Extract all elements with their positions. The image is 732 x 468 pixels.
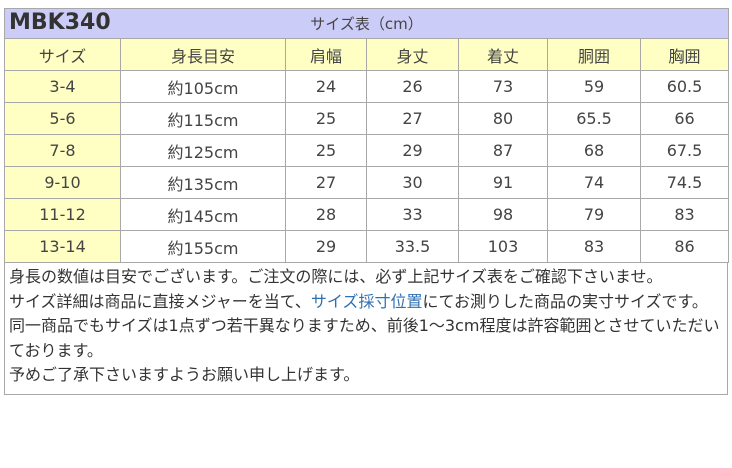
table-row: 3-4 約105cm 24 26 73 59 60.5 (4, 70, 729, 103)
column-header: 身丈 (366, 38, 459, 71)
title-row: MBK340 サイズ表（cm） (4, 8, 729, 39)
size-chart: MBK340 サイズ表（cm） サイズ 身長目安 肩幅 身丈 着丈 胴囲 胸囲 3-4 約105… (4, 8, 729, 395)
note-line: 同一商品でもサイズは1点ずつ若干異なりますため、前後1～3cm程度は許容範囲とさ… (9, 316, 720, 360)
table-cell: 83 (547, 230, 641, 263)
table-cell: 27 (366, 102, 459, 135)
table-cell: 29 (366, 134, 459, 167)
note-line: 身長の数値は目安でございます。ご注文の際には、必ず上記サイズ表をご確認下さいませ… (9, 267, 663, 286)
column-header: サイズ (4, 38, 121, 71)
size-cell: 3-4 (4, 70, 121, 103)
table-cell: 27 (285, 166, 367, 199)
column-header: 胴囲 (547, 38, 641, 71)
note-text: にてお測りした商品の実寸サイズです。 (422, 291, 708, 311)
table-cell: 80 (458, 102, 548, 135)
table-cell: 68 (547, 134, 641, 167)
table-cell: 約155cm (120, 230, 286, 263)
table-cell: 86 (640, 230, 729, 263)
table-cell: 28 (285, 198, 367, 231)
table-cell: 29 (285, 230, 367, 263)
table-cell: 60.5 (640, 70, 729, 103)
column-header: 着丈 (458, 38, 548, 71)
table-cell: 24 (285, 70, 367, 103)
table-cell: 約115cm (120, 102, 286, 135)
table-cell: 33.5 (366, 230, 459, 263)
column-header: 肩幅 (285, 38, 367, 71)
table-cell: 91 (458, 166, 548, 199)
column-header: 身長目安 (120, 38, 286, 71)
note-line: 予めご了承下さいますようお願い申し上げます。 (9, 365, 360, 384)
table-cell: 74.5 (640, 166, 729, 199)
table-cell: 約145cm (120, 198, 286, 231)
table-row: 11-12 約145cm 28 33 98 79 83 (4, 198, 729, 231)
table-cell: 26 (366, 70, 459, 103)
table-cell: 67.5 (640, 134, 729, 167)
table-cell: 約125cm (120, 134, 286, 167)
table-cell: 約105cm (120, 70, 286, 103)
note-line: サイズ詳細は商品に直接メジャーを当て、サイズ採寸位置にてお測りした商品の実寸サイ… (9, 290, 723, 315)
table-cell: 103 (458, 230, 548, 263)
note-text: サイズ詳細は商品に直接メジャーを当て、 (9, 291, 311, 311)
table-cell: 59 (547, 70, 641, 103)
table-cell: 83 (640, 198, 729, 231)
notes: 身長の数値は目安でございます。ご注文の際には、必ず上記サイズ表をご確認下さいませ… (4, 263, 728, 395)
size-cell: 13-14 (4, 230, 121, 263)
header-row: サイズ 身長目安 肩幅 身丈 着丈 胴囲 胸囲 (4, 38, 729, 71)
size-table: MBK340 サイズ表（cm） サイズ 身長目安 肩幅 身丈 着丈 胴囲 胸囲 3-4 約105… (4, 8, 729, 263)
table-row: 5-6 約115cm 25 27 80 65.5 66 (4, 102, 729, 135)
size-cell: 9-10 (4, 166, 121, 199)
table-row: 7-8 約125cm 25 29 87 68 67.5 (4, 134, 729, 167)
size-measure-link[interactable]: サイズ採寸位置 (310, 291, 423, 311)
table-cell: 33 (366, 198, 459, 231)
table-cell: 74 (547, 166, 641, 199)
table-cell: 66 (640, 102, 729, 135)
column-header: 胸囲 (640, 38, 729, 71)
table-cell: 65.5 (547, 102, 641, 135)
table-cell: 73 (458, 70, 548, 103)
size-cell: 5-6 (4, 102, 121, 135)
table-cell: 約135cm (120, 166, 286, 199)
table-cell: 25 (285, 134, 367, 167)
table-row: 13-14 約155cm 29 33.5 103 83 86 (4, 230, 729, 263)
table-cell: 25 (285, 102, 367, 135)
table-cell: 98 (458, 198, 548, 231)
table-row: 9-10 約135cm 27 30 91 74 74.5 (4, 166, 729, 199)
model-number: MBK340 (9, 10, 111, 35)
table-caption: サイズ表（cm） (310, 15, 423, 33)
size-cell: 7-8 (4, 134, 121, 167)
table-cell: 79 (547, 198, 641, 231)
size-cell: 11-12 (4, 198, 121, 231)
table-cell: 30 (366, 166, 459, 199)
table-cell: 87 (458, 134, 548, 167)
